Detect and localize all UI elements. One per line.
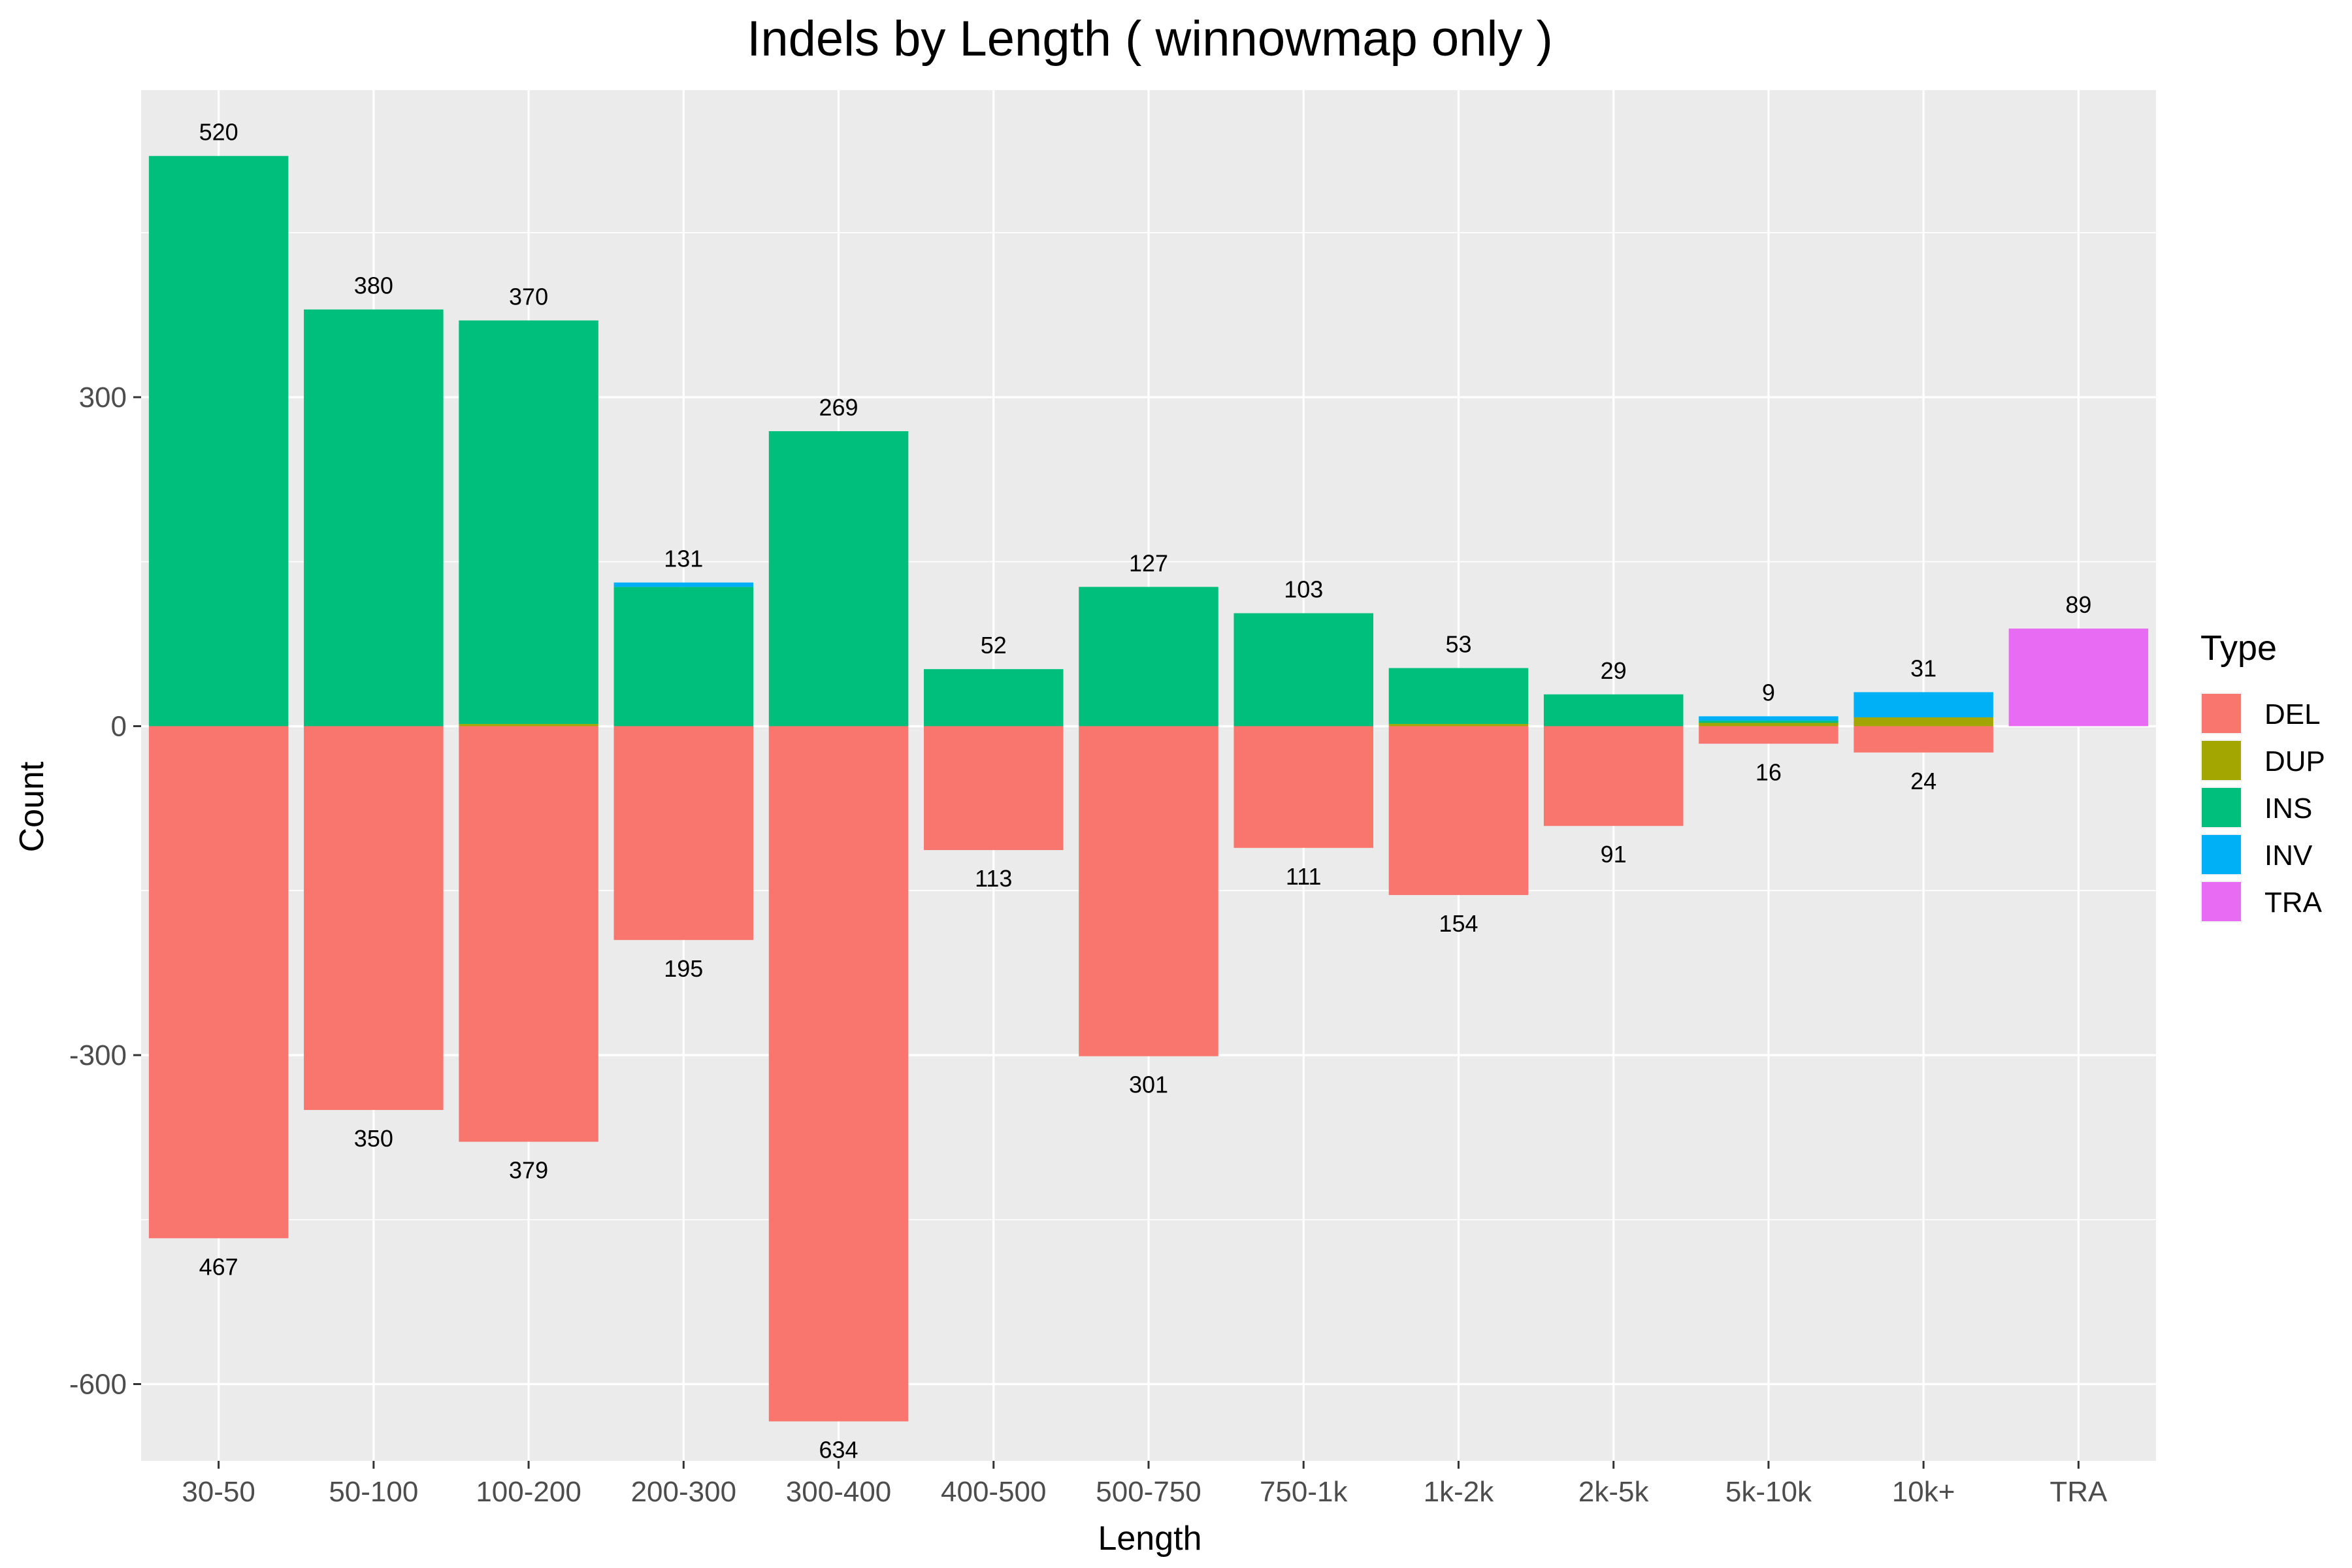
x-tick-label: 50-100 <box>329 1476 418 1508</box>
bar-ins <box>1233 613 1373 727</box>
bar-total-label-positive: 53 <box>1445 631 1471 658</box>
bar-inv <box>1699 716 1838 721</box>
bar-total-label-positive: 520 <box>199 119 238 146</box>
bar-total-label-negative: 379 <box>509 1157 548 1184</box>
bar-del <box>459 726 598 1142</box>
bar-del <box>1854 726 1993 753</box>
bar-del <box>1079 726 1218 1056</box>
bar-total-label-positive: 103 <box>1284 576 1323 603</box>
bar-total-label-negative: 350 <box>354 1125 393 1152</box>
bar-del <box>768 726 909 1422</box>
legend-label-dup: DUP <box>2264 745 2325 777</box>
bar-ins <box>148 155 289 727</box>
bar-del <box>1699 726 1838 744</box>
x-tick-label: 500-750 <box>1096 1476 1201 1508</box>
bar-del <box>1543 726 1684 826</box>
bar-ins <box>1388 668 1529 725</box>
x-tick-label: 100-200 <box>476 1476 581 1508</box>
bar-total-label-positive: 370 <box>509 283 548 310</box>
y-tick-label: 0 <box>111 710 127 742</box>
y-tick-label: -600 <box>69 1369 127 1401</box>
bar-total-label-positive: 31 <box>1910 655 1936 681</box>
bar-inv <box>1854 692 1993 718</box>
bar-dup <box>1388 724 1529 727</box>
bar-total-label-negative: 154 <box>1439 910 1478 937</box>
bar-total-label-positive: 269 <box>819 394 858 421</box>
bar-del <box>304 726 444 1110</box>
x-tick-label: 750-1k <box>1260 1476 1348 1508</box>
bar-total-label-positive: 127 <box>1129 549 1168 576</box>
bar-total-label-negative: 91 <box>1601 841 1627 868</box>
bar-ins <box>459 320 598 725</box>
legend-title: Type <box>2200 629 2277 668</box>
bar-dup <box>1699 723 1838 727</box>
y-axis-label: Count <box>13 761 51 852</box>
legend-label-inv: INV <box>2264 840 2313 872</box>
bar-total-label-negative: 467 <box>199 1253 238 1280</box>
bar-dup <box>459 724 598 727</box>
legend-label-ins: INS <box>2264 792 2312 825</box>
bar-ins <box>768 431 909 727</box>
bar-del <box>1233 726 1373 848</box>
bar-total-label-positive: 9 <box>1762 679 1775 706</box>
plot-panel: 520 467 380 350 370 379 131 195 269 634 52 113 127 30… <box>69 90 2156 1508</box>
x-axis-label: Length <box>1098 1520 1201 1558</box>
x-tick-label: 400-500 <box>941 1476 1046 1508</box>
legend-swatch-ins <box>2202 788 2241 827</box>
bar-total-label-negative: 113 <box>975 865 1012 892</box>
bar-total-label-negative: 24 <box>1910 768 1936 794</box>
bar-ins <box>613 587 754 727</box>
legend-swatch-tra <box>2202 882 2241 921</box>
x-tick-label: 300-400 <box>786 1476 891 1508</box>
bar-ins <box>1079 587 1218 727</box>
legend-swatch-dup <box>2202 741 2241 780</box>
legend-label-del: DEL <box>2264 698 2321 730</box>
legend-label-tra: TRA <box>2264 887 2323 919</box>
bar-total-label-positive: 380 <box>354 272 393 299</box>
bar-total-label-negative: 634 <box>819 1437 858 1463</box>
bar-ins <box>1543 694 1684 727</box>
x-tick-label: 1k-2k <box>1424 1476 1495 1508</box>
bar-total-label-negative: 301 <box>1129 1071 1168 1098</box>
bar-dup <box>1854 717 1993 727</box>
x-tick-label: 200-300 <box>631 1476 736 1508</box>
bar-del <box>613 726 754 940</box>
bar-ins <box>304 309 444 727</box>
bar-ins <box>924 669 1064 727</box>
y-tick-label: 300 <box>79 382 127 414</box>
legend-swatch-del <box>2202 694 2241 733</box>
bar-total-label-positive: 89 <box>2065 591 2091 618</box>
bar-ins <box>1699 721 1838 723</box>
bar-total-label-positive: 131 <box>664 546 703 572</box>
bar-tra <box>2008 629 2149 727</box>
bar-total-label-negative: 111 <box>1286 863 1322 890</box>
bar-del <box>1388 726 1529 895</box>
y-tick-label: -300 <box>69 1039 127 1071</box>
legend-swatch-inv <box>2202 835 2241 874</box>
x-tick-label: 30-50 <box>182 1476 255 1508</box>
bar-del <box>148 726 289 1239</box>
bar-total-label-negative: 195 <box>664 955 703 982</box>
bar-total-label-positive: 52 <box>981 632 1007 659</box>
bar-inv <box>613 582 754 587</box>
legend: Type DEL DUP INS INV TRA <box>2200 629 2325 923</box>
chart-title: Indels by Length ( winnowmap only ) <box>747 11 1553 67</box>
x-tick-label: 10k+ <box>1892 1476 1955 1508</box>
x-tick-label: 2k-5k <box>1578 1476 1650 1508</box>
x-tick-label: 5k-10k <box>1725 1476 1812 1508</box>
bar-total-label-negative: 16 <box>1756 759 1782 785</box>
x-tick-label: TRA <box>2050 1476 2108 1508</box>
bar-del <box>924 726 1064 851</box>
bar-total-label-positive: 29 <box>1601 657 1627 684</box>
